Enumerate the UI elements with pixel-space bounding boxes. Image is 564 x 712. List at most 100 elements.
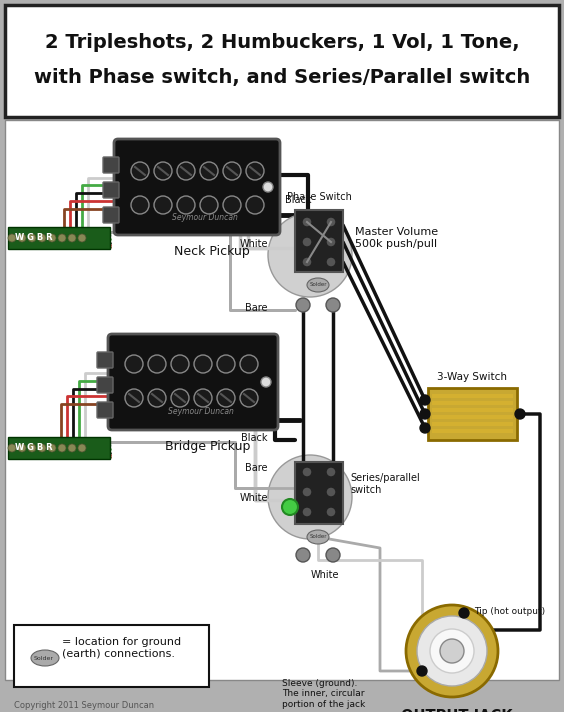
Text: W G B R: W G B R — [15, 234, 52, 243]
FancyBboxPatch shape — [97, 352, 113, 368]
Circle shape — [282, 499, 298, 515]
Text: W G B R: W G B R — [15, 444, 52, 453]
Circle shape — [148, 389, 166, 407]
Circle shape — [131, 162, 149, 180]
Circle shape — [18, 234, 26, 242]
Circle shape — [177, 196, 195, 214]
Bar — [8, 227, 110, 249]
Bar — [432, 429, 513, 433]
Circle shape — [68, 444, 76, 452]
Text: 2 Tripleshots, 2 Humbuckers, 1 Vol, 1 Tone,: 2 Tripleshots, 2 Humbuckers, 1 Vol, 1 To… — [45, 33, 519, 51]
Circle shape — [48, 444, 56, 452]
Circle shape — [420, 409, 430, 419]
Text: White: White — [240, 493, 268, 503]
Circle shape — [28, 234, 36, 242]
Text: Bare: Bare — [245, 303, 268, 313]
Circle shape — [240, 355, 258, 373]
Circle shape — [326, 467, 336, 477]
Circle shape — [131, 196, 149, 214]
Circle shape — [420, 395, 430, 405]
Text: Black: Black — [241, 433, 268, 443]
Circle shape — [154, 196, 172, 214]
Circle shape — [326, 217, 336, 227]
Bar — [5, 120, 559, 680]
Text: White: White — [240, 239, 268, 249]
Circle shape — [246, 162, 264, 180]
Circle shape — [326, 507, 336, 517]
Text: with Phase switch, and Series/Parallel switch: with Phase switch, and Series/Parallel s… — [34, 68, 530, 88]
FancyBboxPatch shape — [108, 334, 278, 430]
Circle shape — [302, 507, 312, 517]
FancyBboxPatch shape — [97, 377, 113, 393]
Circle shape — [177, 162, 195, 180]
Circle shape — [296, 298, 310, 312]
Circle shape — [200, 196, 218, 214]
Circle shape — [68, 234, 76, 242]
Circle shape — [194, 355, 212, 373]
Text: White: White — [311, 570, 340, 580]
Circle shape — [8, 444, 16, 452]
Circle shape — [171, 389, 189, 407]
Circle shape — [217, 389, 235, 407]
Bar — [14, 625, 209, 687]
Circle shape — [217, 355, 235, 373]
Circle shape — [58, 234, 66, 242]
Circle shape — [28, 444, 36, 452]
FancyBboxPatch shape — [103, 182, 119, 198]
Circle shape — [154, 162, 172, 180]
Circle shape — [296, 548, 310, 562]
Circle shape — [326, 257, 336, 267]
Circle shape — [148, 355, 166, 373]
Text: Seymour Duncan: Seymour Duncan — [172, 214, 238, 222]
FancyBboxPatch shape — [428, 388, 517, 440]
Ellipse shape — [31, 650, 59, 666]
Circle shape — [268, 455, 352, 539]
Ellipse shape — [307, 530, 329, 544]
Circle shape — [171, 355, 189, 373]
Circle shape — [194, 389, 212, 407]
Text: = location for ground
(earth) connections.: = location for ground (earth) connection… — [62, 637, 181, 659]
Circle shape — [78, 444, 86, 452]
Text: Solder: Solder — [309, 283, 327, 288]
Text: Series/parallel
switch: Series/parallel switch — [350, 473, 420, 495]
Circle shape — [417, 616, 487, 686]
Text: Bare: Bare — [245, 463, 268, 473]
Text: Solder: Solder — [34, 656, 54, 661]
Bar — [5, 5, 559, 117]
Text: Master Volume
500k push/pull: Master Volume 500k push/pull — [355, 227, 438, 248]
Circle shape — [8, 234, 16, 242]
Circle shape — [326, 487, 336, 497]
Circle shape — [125, 355, 143, 373]
Circle shape — [38, 234, 46, 242]
Circle shape — [125, 389, 143, 407]
Text: Phase Switch: Phase Switch — [287, 192, 351, 202]
Circle shape — [246, 196, 264, 214]
Circle shape — [38, 444, 46, 452]
Circle shape — [326, 237, 336, 247]
Text: OUTPUT JACK: OUTPUT JACK — [401, 709, 513, 712]
Circle shape — [326, 548, 340, 562]
Text: Neck Pickup: Neck Pickup — [174, 245, 250, 258]
Circle shape — [515, 409, 525, 419]
FancyBboxPatch shape — [97, 402, 113, 418]
FancyBboxPatch shape — [295, 210, 343, 272]
Circle shape — [223, 162, 241, 180]
FancyBboxPatch shape — [103, 157, 119, 173]
Bar — [432, 415, 513, 419]
Circle shape — [459, 608, 469, 618]
Circle shape — [200, 162, 218, 180]
Text: Solder: Solder — [309, 535, 327, 540]
FancyBboxPatch shape — [295, 462, 343, 524]
Ellipse shape — [307, 278, 329, 292]
FancyBboxPatch shape — [114, 139, 280, 235]
Circle shape — [48, 234, 56, 242]
Circle shape — [430, 629, 474, 673]
Bar — [432, 401, 513, 405]
Circle shape — [240, 389, 258, 407]
Circle shape — [302, 487, 312, 497]
Text: Tip (hot output): Tip (hot output) — [474, 607, 545, 615]
Circle shape — [302, 237, 312, 247]
Bar — [432, 408, 513, 412]
Circle shape — [261, 377, 271, 387]
Circle shape — [420, 423, 430, 433]
